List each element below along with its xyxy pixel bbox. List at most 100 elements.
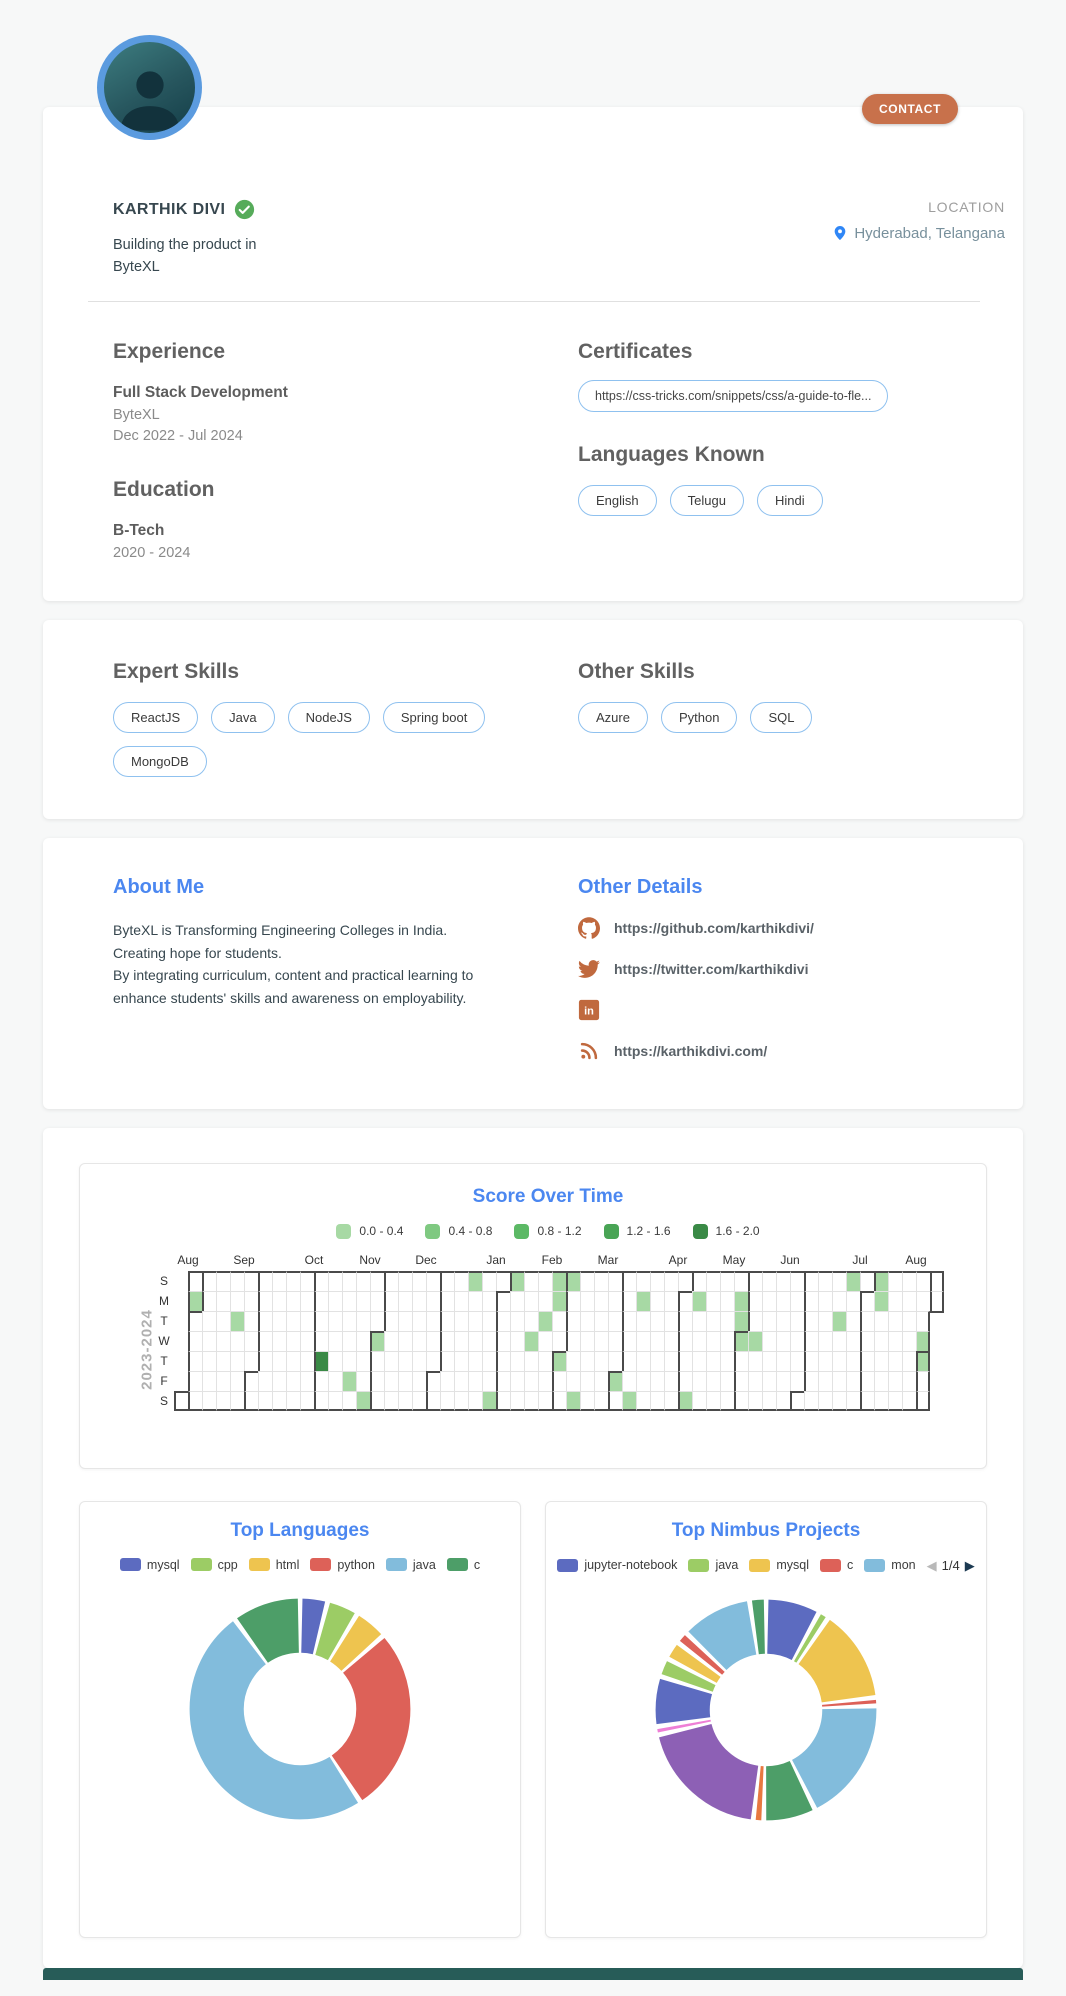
heatmap-cell — [342, 1270, 356, 1291]
heatmap-year-label: 2023-2024 — [138, 1309, 156, 1390]
heatmap-cell — [314, 1310, 328, 1331]
heatmap-cell — [762, 1290, 776, 1311]
heatmap-cell — [762, 1270, 776, 1291]
heatmap-cell — [482, 1290, 496, 1311]
heatmap-cell — [426, 1370, 440, 1391]
heatmap-cell — [692, 1390, 706, 1411]
donut-legend-label: python — [337, 1557, 375, 1572]
heatmap-cell — [314, 1290, 328, 1311]
heatmap-cell — [398, 1370, 412, 1391]
heatmap-cell — [622, 1270, 636, 1291]
linkedin-icon[interactable]: in — [578, 999, 600, 1021]
heatmap-cell — [356, 1290, 370, 1311]
heatmap-cell — [930, 1331, 944, 1351]
certificates-title: Certificates — [578, 339, 693, 363]
heatmap-cell — [916, 1270, 930, 1291]
heatmap-cell — [762, 1370, 776, 1391]
heatmap-cell — [454, 1270, 468, 1291]
heatmap-cell — [776, 1370, 790, 1391]
score-legend-item: 1.6 - 2.0 — [692, 1223, 760, 1239]
donut-legend-item: python — [310, 1558, 375, 1572]
expert-skill-pill: NodeJS — [287, 701, 370, 733]
heatmap-cell — [258, 1370, 272, 1391]
heatmap-cell — [314, 1270, 328, 1291]
heatmap-cell — [370, 1270, 384, 1291]
language-pill: English — [578, 484, 657, 516]
heatmap-cell — [678, 1290, 692, 1311]
heatmap-cell — [440, 1310, 454, 1331]
heatmap-cell — [174, 1311, 188, 1331]
contact-button[interactable]: CONTACT — [862, 94, 958, 124]
social-link-text[interactable]: https://twitter.com/karthikdivi — [614, 960, 809, 977]
heatmap-cell — [622, 1390, 636, 1411]
heatmap-cell — [272, 1350, 286, 1371]
heatmap-cell — [874, 1390, 888, 1411]
heatmap-cell — [440, 1290, 454, 1311]
heatmap-cell — [608, 1350, 622, 1371]
heatmap-month-labels: Aug Sep Oct Nov Dec Jan Feb Mar Apr May Jun Jul Aug — [174, 1253, 944, 1271]
heatmap-cell — [804, 1350, 818, 1371]
heatmap-cell — [370, 1330, 384, 1351]
heatmap-cell — [916, 1390, 930, 1411]
donut-legend-item: mysql — [749, 1558, 809, 1572]
heatmap-cell — [314, 1330, 328, 1351]
heatmap-cell — [342, 1290, 356, 1311]
heatmap-cell — [860, 1330, 874, 1351]
social-link-text[interactable]: https://karthikdivi.com/ — [614, 1042, 768, 1059]
heatmap-cell — [510, 1350, 524, 1371]
heatmap-cell — [846, 1270, 860, 1291]
heatmap-cell — [188, 1290, 202, 1311]
heatmap-cell — [496, 1270, 510, 1291]
donut-legend-label: c — [847, 1558, 854, 1573]
heatmap-cell — [594, 1390, 608, 1411]
heatmap-cell — [300, 1350, 314, 1371]
heatmap-cell — [412, 1310, 426, 1331]
heatmap-cell — [748, 1290, 762, 1311]
social-link-text[interactable]: https://github.com/karthikdivi/ — [614, 919, 814, 936]
heatmap-cell — [384, 1350, 398, 1371]
heatmap-cell — [552, 1370, 566, 1391]
right-arrow-icon[interactable]: ▶ — [964, 1557, 975, 1573]
donut-legend-item: jupyter-notebook — [557, 1558, 677, 1572]
certificate-link[interactable]: https://css-tricks.com/snippets/css/a-gu… — [578, 379, 889, 412]
heatmap-cell — [566, 1390, 580, 1411]
left-arrow-icon[interactable]: ◀ — [926, 1557, 937, 1573]
heatmap-cell — [370, 1350, 384, 1371]
heatmap-cell — [356, 1270, 370, 1291]
heatmap-cell — [272, 1310, 286, 1331]
github-icon[interactable] — [578, 917, 600, 939]
heatmap-cell — [636, 1270, 650, 1291]
languages-list: English Telugu Hindi — [578, 484, 968, 516]
heatmap-cell — [426, 1330, 440, 1351]
twitter-icon[interactable] — [578, 958, 600, 980]
heatmap-cell — [720, 1370, 734, 1391]
heatmap-cell — [650, 1390, 664, 1411]
heatmap-cell — [202, 1390, 216, 1411]
rss-icon[interactable] — [578, 1040, 600, 1062]
languages-title: Languages Known — [578, 442, 765, 466]
language-swatch — [248, 1558, 270, 1572]
heatmap-cell — [636, 1390, 650, 1411]
heatmap-cell — [202, 1270, 216, 1291]
legend-label: 0.8 - 1.2 — [537, 1224, 582, 1239]
footer-bar — [43, 1967, 1023, 1980]
top-languages-title: Top Languages — [230, 1519, 370, 1541]
donut-legend-label: jupyter-notebook — [584, 1558, 678, 1573]
heatmap-cell — [454, 1350, 468, 1371]
svg-text:in: in — [584, 1006, 594, 1018]
heatmap-cell — [776, 1330, 790, 1351]
heatmap-cell — [272, 1290, 286, 1311]
heatmap-cell — [720, 1390, 734, 1411]
heatmap-cell — [272, 1370, 286, 1391]
heatmap-cell — [608, 1310, 622, 1331]
heatmap-cell — [804, 1270, 818, 1291]
heatmap-cell — [272, 1270, 286, 1291]
heatmap-cell — [230, 1290, 244, 1311]
heatmap-cell — [748, 1350, 762, 1371]
heatmap-cell — [678, 1330, 692, 1351]
heatmap-cell — [510, 1370, 524, 1391]
donut-legend-label: java — [715, 1558, 739, 1573]
expert-skill-pill: ReactJS — [113, 701, 199, 733]
